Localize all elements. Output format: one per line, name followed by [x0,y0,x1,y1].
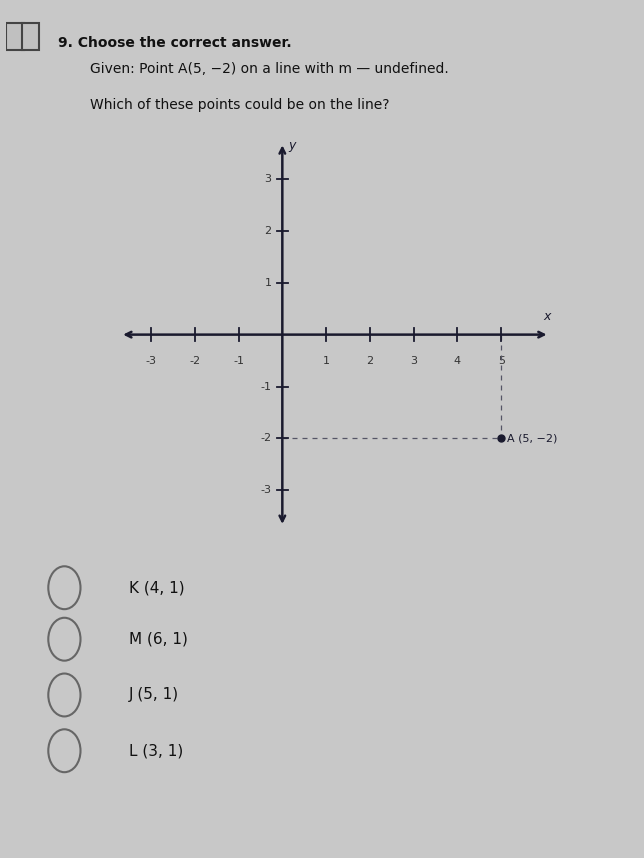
Text: 5: 5 [498,356,505,366]
Text: 9. Choose the correct answer.: 9. Choose the correct answer. [58,36,292,50]
Text: 1: 1 [265,278,271,287]
Text: L (3, 1): L (3, 1) [129,743,183,758]
Text: J (5, 1): J (5, 1) [129,687,179,703]
Text: y: y [289,139,296,152]
Text: -2: -2 [260,433,271,444]
Text: 3: 3 [410,356,417,366]
Text: -1: -1 [233,356,244,366]
Text: -3: -3 [260,486,271,495]
Text: 2: 2 [264,226,271,236]
Text: -2: -2 [189,356,200,366]
Text: A (5, −2): A (5, −2) [507,433,557,444]
Text: 2: 2 [366,356,374,366]
Text: 4: 4 [454,356,461,366]
Text: Given: Point A(5, −2) on a line with m — undefined.: Given: Point A(5, −2) on a line with m —… [90,62,449,76]
Text: -1: -1 [260,382,271,391]
FancyBboxPatch shape [6,23,24,50]
Text: 3: 3 [265,174,271,184]
Text: -3: -3 [146,356,156,366]
FancyBboxPatch shape [22,23,39,50]
Text: Which of these points could be on the line?: Which of these points could be on the li… [90,98,390,112]
Text: x: x [544,310,551,323]
Text: 1: 1 [323,356,330,366]
Text: M (6, 1): M (6, 1) [129,631,187,647]
Text: K (4, 1): K (4, 1) [129,580,184,595]
